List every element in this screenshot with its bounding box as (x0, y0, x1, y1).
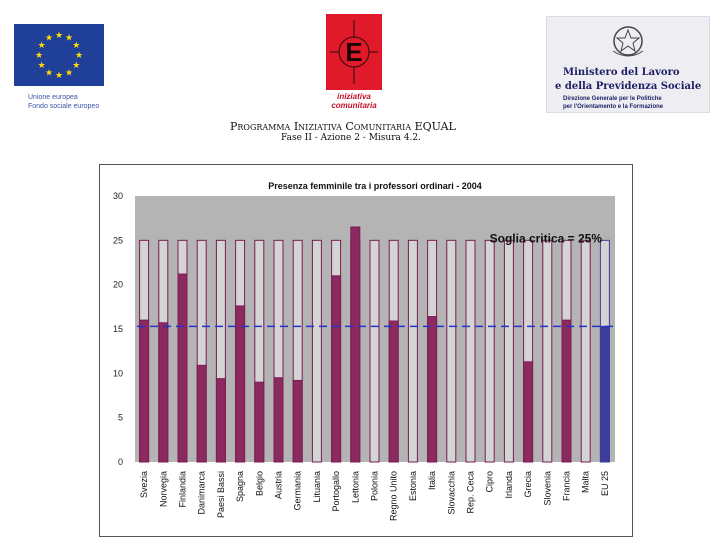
eu-star-icon: ★ (65, 33, 73, 43)
eu-logo-text-line2: Fondo sociale europeo (28, 103, 100, 110)
x-tick-label: Lituania (312, 471, 322, 503)
threshold-bar (542, 239, 553, 463)
chart-title: Presenza femminile tra i professori ordi… (268, 181, 482, 191)
ministry-subtitle-line2: per l'Orientamento e la Formazione (563, 104, 664, 110)
threshold-bar (580, 239, 591, 463)
value-bar (350, 226, 361, 463)
value-bar (177, 273, 188, 463)
x-tick-label: Grecia (523, 471, 533, 498)
eu-stars-icon: ★ ★★★★★★★★★★★ (35, 30, 83, 80)
equal-emblem-icon: E (326, 14, 382, 90)
y-tick-label: 20 (113, 280, 123, 290)
value-bar (273, 377, 284, 463)
equal-e-icon: E (330, 20, 378, 84)
value-bar (235, 305, 246, 463)
threshold-bar (465, 239, 476, 463)
x-axis-labels: Svezia Norvegia Finlandia Danimarca Paesi Ba… (139, 471, 610, 521)
value-bar (196, 364, 207, 463)
y-axis: 0 5 10 15 20 25 30 (113, 191, 123, 467)
threshold-bar (484, 239, 495, 463)
x-tick-label: Irlanda (504, 471, 514, 499)
x-tick-label: Paesi Bassi (216, 471, 226, 518)
x-tick-label: Francia (562, 471, 572, 501)
eu-star-icon: ★ (38, 60, 46, 70)
value-bar (139, 319, 150, 463)
y-tick-label: 15 (113, 324, 123, 334)
x-tick-label: Slovenia (542, 471, 552, 506)
x-tick-label: Polonia (370, 471, 380, 501)
value-bar (561, 319, 572, 463)
ministry-subtitle-line1: Direzione Generale per le Politiche (563, 96, 662, 102)
value-bar (215, 378, 226, 463)
svg-text:E: E (345, 37, 362, 67)
x-tick-label: Spagna (235, 471, 245, 502)
y-tick-label: 0 (118, 457, 123, 467)
equal-logo-text-line1: iniziativa (337, 92, 371, 101)
eu-logo-text-line1: Unione europea (28, 94, 78, 101)
y-tick-label: 10 (113, 368, 123, 378)
eu-star-icon: ★ (38, 40, 46, 50)
x-tick-label: Malta (581, 471, 591, 493)
threshold-bar (446, 239, 457, 463)
value-bar (427, 316, 438, 463)
value-bar (158, 322, 169, 463)
x-tick-label: Rep. Ceca (466, 471, 476, 514)
x-tick-label: Portogallo (331, 471, 341, 512)
value-bar (331, 275, 342, 463)
eu-star-icon: ★ (72, 40, 80, 50)
x-tick-label: Regno Unito (389, 471, 399, 521)
eu-flag-icon: ★ ★ ★ ★ ★ ★ ★ ★ ★ ★ ★ ★ (14, 24, 104, 86)
ministry-logo: Ministero del Lavoro e della Previdenza … (546, 16, 710, 113)
ministry-emblem-icon (612, 26, 644, 57)
x-tick-label: Germania (293, 471, 303, 511)
x-tick-label: Italia (427, 471, 437, 490)
x-tick-label: Norvegia (158, 471, 168, 507)
bar-chart: Presenza femminile tra i professori ordi… (113, 181, 615, 521)
chart-frame: Presenza femminile tra i professori ordi… (99, 164, 633, 537)
eu-star-icon: ★ (45, 67, 53, 77)
y-tick-label: 30 (113, 191, 123, 201)
threshold-bar (369, 239, 380, 463)
equal-logo-text-line2: comunitaria (331, 101, 377, 110)
x-tick-label: Lettonia (350, 471, 360, 503)
x-tick-label: Cipro (485, 471, 495, 493)
y-tick-label: 5 (118, 413, 123, 423)
eu-star-icon: ★ (65, 67, 73, 77)
eu-logo: ★ ★ ★ ★ ★ ★ ★ ★ ★ ★ ★ ★ Unione europea Fondo social… (14, 24, 104, 112)
value-bar (599, 325, 610, 463)
threshold-bar (311, 239, 322, 463)
x-tick-label: Belgio (254, 471, 264, 496)
x-tick-label: Svezia (139, 471, 149, 498)
x-tick-label: Estonia (408, 471, 418, 501)
value-bar (292, 379, 303, 463)
eu-star-icon: ★ (45, 33, 53, 43)
threshold-bar (503, 239, 514, 463)
x-tick-label: Austria (274, 471, 284, 499)
x-tick-label: Finlandia (178, 471, 188, 508)
programme-subtitle: Fase II - Azione 2 - Misura 4.2. (281, 133, 421, 143)
value-bar (388, 320, 399, 463)
value-bar (523, 361, 534, 463)
programme-title: Programma Iniziativa Comunitaria EQUAL (230, 120, 456, 133)
x-tick-label: EU 25 (600, 471, 610, 496)
bars (139, 226, 610, 463)
eu-star-icon: ★ (75, 50, 83, 60)
eu-star-icon: ★ (35, 50, 43, 60)
eu-star-icon: ★ (55, 30, 63, 40)
equal-logo: E iniziativa comunitaria (326, 14, 382, 110)
ministry-title-line2: e della Previdenza Sociale (555, 81, 702, 92)
x-tick-label: Slovacchia (446, 471, 456, 515)
threshold-label: Soglia critica = 25% (490, 231, 603, 245)
threshold-bar (407, 239, 418, 463)
value-bar (254, 381, 265, 463)
eu-star-icon: ★ (72, 60, 80, 70)
y-tick-label: 25 (113, 235, 123, 245)
ministry-title-line1: Ministero del Lavoro (563, 67, 680, 78)
x-tick-label: Danimarca (197, 471, 207, 515)
eu-star-icon: ★ (55, 70, 63, 80)
